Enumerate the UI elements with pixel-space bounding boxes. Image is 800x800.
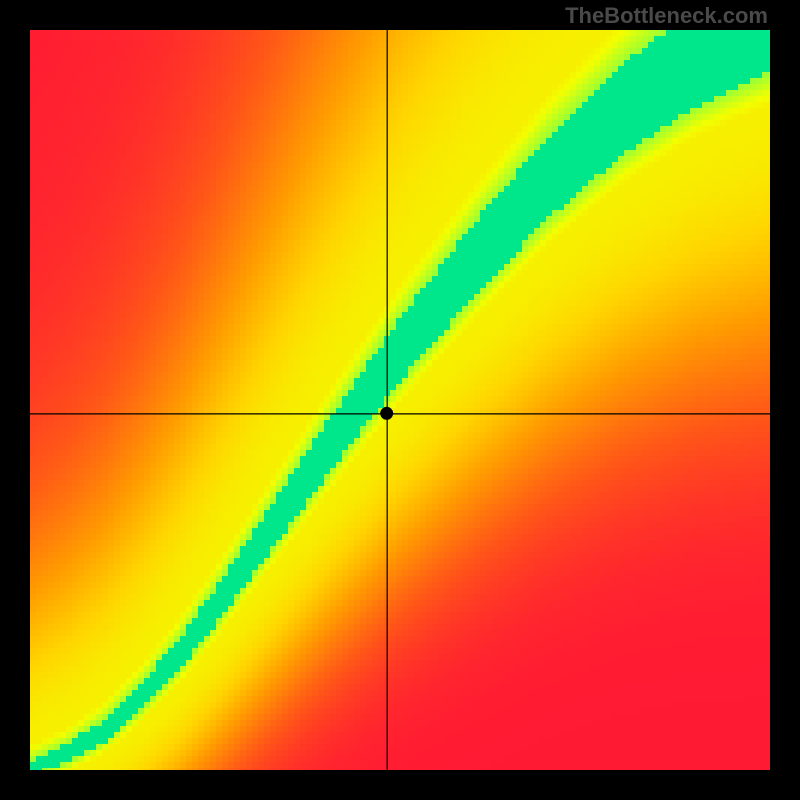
bottleneck-heatmap [30,30,770,770]
watermark-label: TheBottleneck.com [565,3,768,29]
